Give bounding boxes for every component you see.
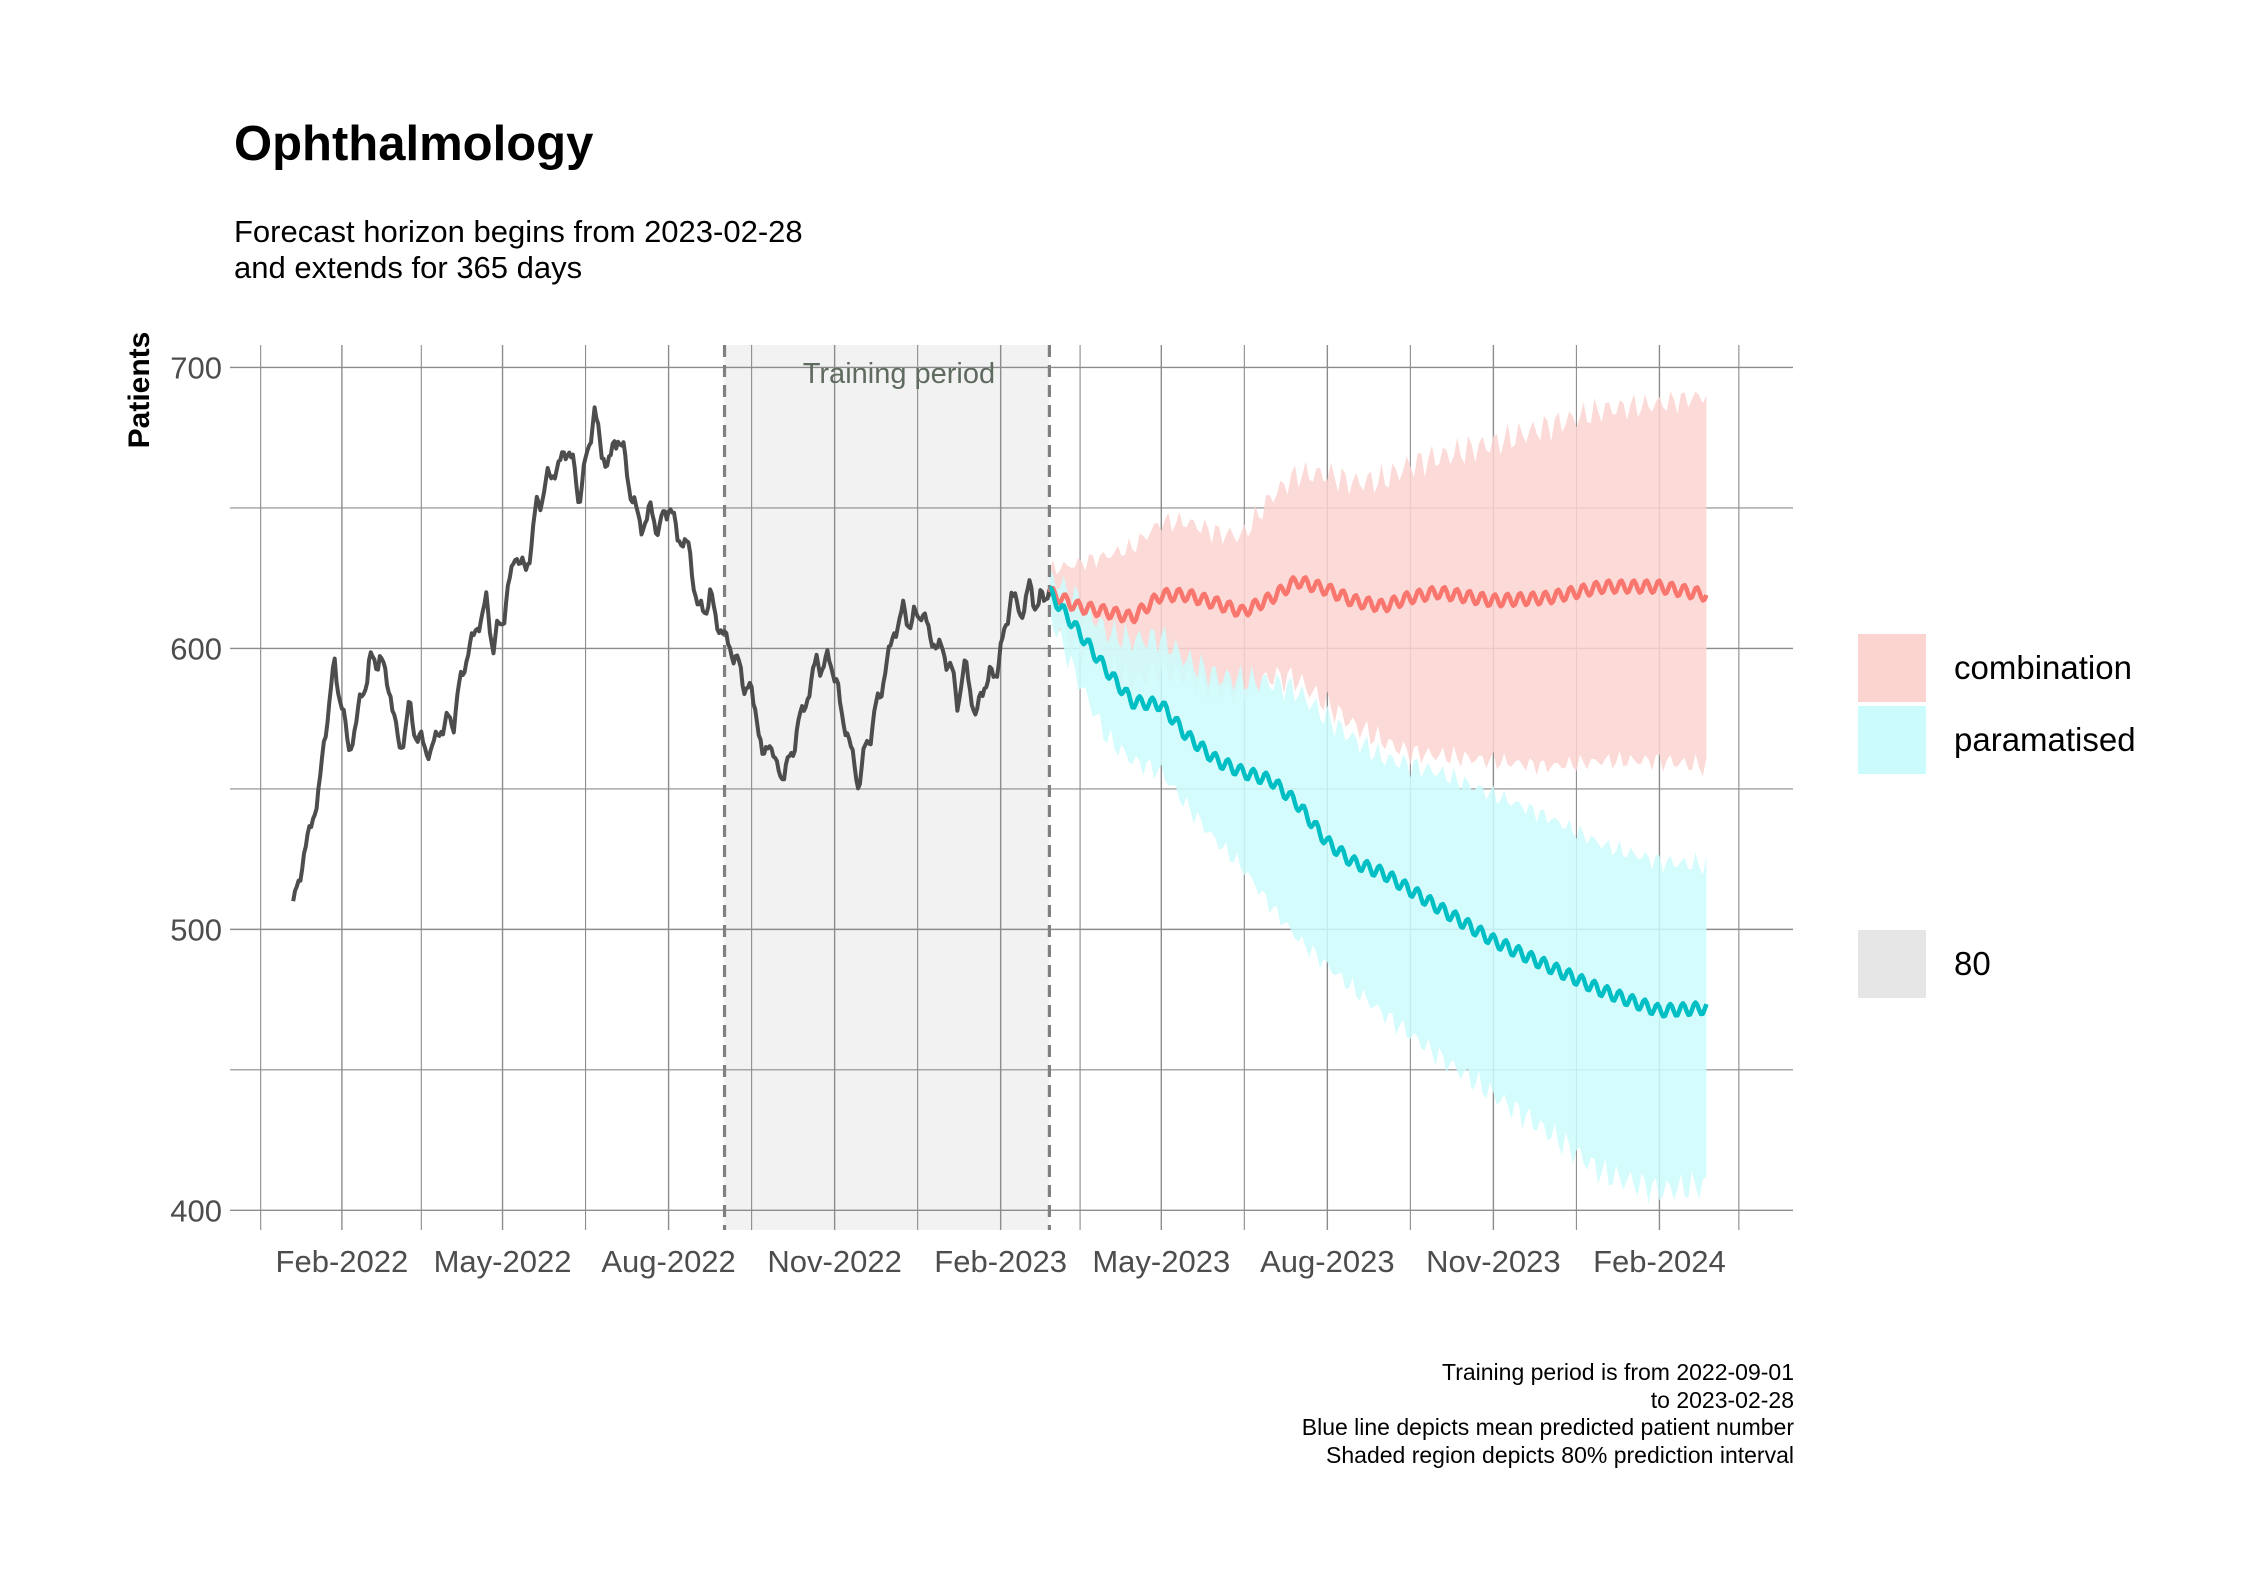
mean-line-paramatised [1048, 586, 1709, 1019]
caption-line-4: Shaded region depicts 80% prediction int… [1326, 1441, 1794, 1468]
observed-line [291, 405, 1052, 902]
legend-label-combination: combination [1954, 649, 2132, 686]
legend-item-combination: combination [1858, 634, 2132, 702]
mean-line-combination [1047, 575, 1709, 625]
chart-title: Ophthalmology [234, 117, 594, 171]
x-tick-label: Aug-2022 [601, 1244, 735, 1279]
y-axis-title: Patients [123, 331, 156, 449]
x-tick-label: May-2022 [434, 1244, 572, 1279]
prediction-band-paramatised [1049, 566, 1707, 1205]
training-period-shade [724, 345, 1050, 1230]
training-period-label: Training period [803, 358, 995, 390]
training-boundaries: Training period [722, 345, 1052, 1230]
axis-labels: 400 500 600 700 Feb-2022 May-2022 Aug-2022 Nov-… [170, 350, 1726, 1279]
caption-line-1: Training period is from 2022-09-01 [1442, 1359, 1794, 1385]
chart-subtitle: Forecast horizon begins from 2023-02-28 … [234, 214, 803, 286]
x-tick-label: Nov-2023 [1426, 1244, 1560, 1279]
x-tick-label: Feb-2024 [1593, 1244, 1726, 1279]
chart-caption: Training period is from 2022-09-01 to 20… [1302, 1359, 1794, 1469]
x-tick-label: May-2023 [1092, 1244, 1230, 1279]
legend-item-paramatised: paramatised [1858, 706, 2136, 774]
y-tick-label: 700 [170, 350, 222, 385]
x-tick-label: Feb-2022 [276, 1244, 409, 1279]
caption-line-2: to 2023-02-28 [1650, 1386, 1794, 1413]
y-tick-label: 600 [170, 631, 222, 666]
legend-key-combination [1858, 634, 1926, 702]
legend-key-paramatised [1858, 706, 1926, 774]
x-tick-label: Feb-2023 [934, 1244, 1067, 1279]
training-period-region [724, 345, 1050, 1230]
y-tick-label: 400 [170, 1193, 222, 1228]
y-tick-label: 500 [170, 912, 222, 947]
series-lines [291, 405, 1709, 1019]
subtitle-line-2: and extends for 365 days [234, 250, 583, 285]
prediction-bands [1049, 391, 1707, 1205]
subtitle-line-1: Forecast horizon begins from 2023-02-28 [234, 214, 803, 249]
legend-label-level: 80 [1954, 945, 1991, 982]
legend-key-level [1858, 930, 1926, 998]
x-tick-label: Nov-2022 [767, 1244, 901, 1279]
caption-line-3: Blue line depicts mean predicted patient… [1301, 1414, 1794, 1440]
legend-item-level: 80 [1858, 930, 1991, 998]
x-tick-label: Aug-2023 [1260, 1244, 1394, 1279]
legend-label-paramatised: paramatised [1954, 721, 2136, 758]
